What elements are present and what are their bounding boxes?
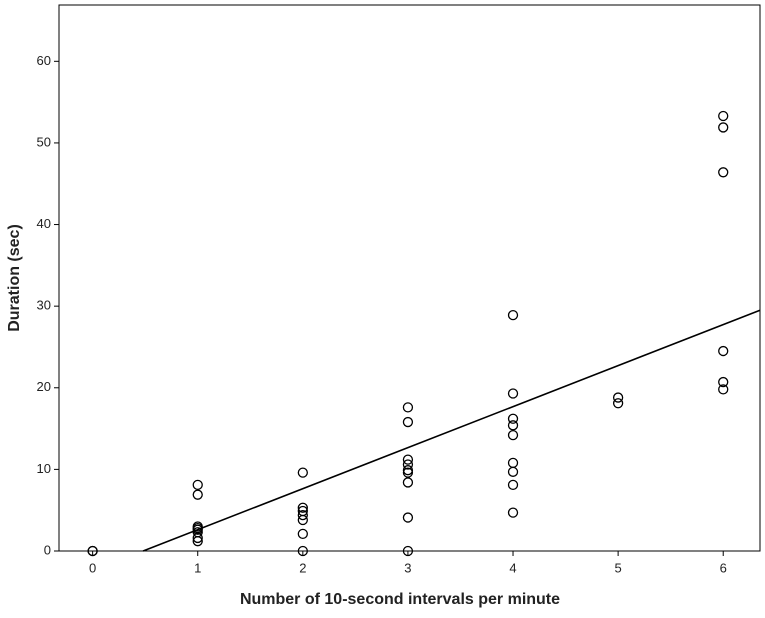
x-tick-label: 5 <box>615 560 622 575</box>
y-tick-label: 50 <box>37 134 51 149</box>
y-tick-label: 10 <box>37 461 51 476</box>
y-tick-label: 0 <box>44 542 51 557</box>
point <box>192 536 203 547</box>
point <box>507 429 519 441</box>
x-tick-label: 4 <box>509 560 516 575</box>
point <box>718 110 729 122</box>
point <box>192 489 203 500</box>
point <box>192 479 203 491</box>
point <box>507 479 519 491</box>
x-tick-label: 2 <box>299 560 306 575</box>
point <box>718 384 729 395</box>
point <box>402 467 414 478</box>
point <box>297 467 308 478</box>
point <box>87 545 98 557</box>
point <box>507 309 519 321</box>
x-axis-title: Number of 10-second intervals per minute <box>240 591 560 608</box>
point <box>507 413 519 424</box>
x-tick-label: 1 <box>194 560 201 575</box>
point <box>402 477 414 488</box>
point <box>718 376 729 388</box>
y-tick-label: 40 <box>37 216 51 231</box>
point <box>402 459 414 470</box>
point <box>402 402 414 413</box>
point <box>507 420 519 431</box>
plot-frame <box>58 4 761 552</box>
point <box>507 388 519 399</box>
point <box>718 345 729 357</box>
y-axis-title: Duration (sec) <box>6 224 23 332</box>
y-tick-label: 60 <box>37 53 51 68</box>
trend-line <box>142 309 761 552</box>
point <box>718 167 729 178</box>
point <box>402 416 414 428</box>
point <box>507 466 519 477</box>
y-tick-label: 30 <box>37 298 51 313</box>
point <box>612 392 624 403</box>
y-tick-label: 20 <box>37 379 51 394</box>
x-tick-label: 6 <box>720 560 727 575</box>
point <box>297 528 308 540</box>
point <box>612 398 624 409</box>
x-tick-label: 3 <box>404 560 411 575</box>
point <box>718 122 729 133</box>
point <box>297 545 308 557</box>
point <box>402 545 414 557</box>
point <box>402 512 414 523</box>
point <box>507 507 519 518</box>
point <box>507 457 519 469</box>
x-tick-label: 0 <box>89 560 96 575</box>
point <box>297 502 308 513</box>
point <box>192 532 203 544</box>
point <box>297 514 308 526</box>
point <box>297 509 308 521</box>
point <box>402 454 414 465</box>
